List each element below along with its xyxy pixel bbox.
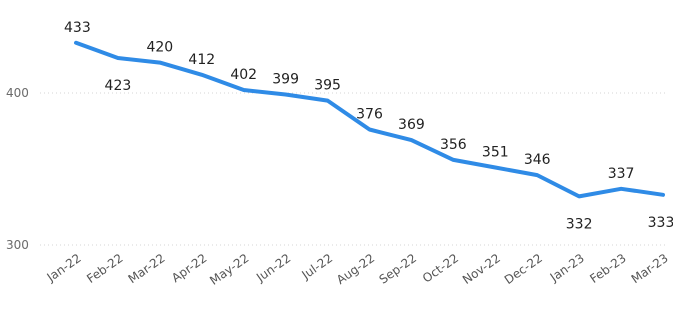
data-label: 412 xyxy=(188,52,215,68)
x-tick-label: Aug-22 xyxy=(334,251,377,287)
x-tick-label: Feb-22 xyxy=(84,251,126,286)
data-label: 369 xyxy=(398,117,425,133)
y-axis-tick-labels: 300 400 xyxy=(6,86,29,252)
series-layer xyxy=(74,40,665,199)
data-label: 333 xyxy=(648,215,673,231)
x-tick-label: Nov-22 xyxy=(460,251,503,287)
x-tick-label: Mar-23 xyxy=(629,251,671,286)
x-tick-label: Jun-22 xyxy=(253,251,293,285)
x-tick-label: Jan-22 xyxy=(44,251,84,285)
x-tick-label: Jan-23 xyxy=(547,251,587,285)
data-label: 346 xyxy=(524,152,551,168)
data-label: 399 xyxy=(272,72,299,88)
x-tick-label: Mar-22 xyxy=(126,251,168,286)
gridlines xyxy=(40,92,665,246)
data-label: 337 xyxy=(608,166,635,182)
x-tick-label: Jul-22 xyxy=(299,251,336,283)
series-line xyxy=(74,40,665,199)
data-label: 356 xyxy=(440,137,467,153)
x-tick-label: Oct-22 xyxy=(420,251,461,286)
data-label: 351 xyxy=(482,144,509,160)
y-tick-label: 300 xyxy=(6,238,29,252)
y-tick-label: 400 xyxy=(6,86,29,100)
data-label: 376 xyxy=(356,106,383,122)
data-labels: 433 423 420 412 402 399 395 376 369 356 351 346 332 3… xyxy=(64,20,673,233)
x-tick-label: Dec-22 xyxy=(502,251,545,287)
data-label: 423 xyxy=(105,78,132,94)
x-tick-label: May-22 xyxy=(207,251,251,288)
x-tick-label: Feb-23 xyxy=(587,251,629,286)
x-tick-label: Apr-22 xyxy=(169,251,209,285)
data-label: 332 xyxy=(566,216,593,232)
data-label: 420 xyxy=(146,40,173,56)
data-label: 402 xyxy=(230,67,257,83)
x-tick-label: Sep-22 xyxy=(377,251,420,287)
data-label: 433 xyxy=(64,20,91,36)
data-label: 395 xyxy=(314,78,341,94)
